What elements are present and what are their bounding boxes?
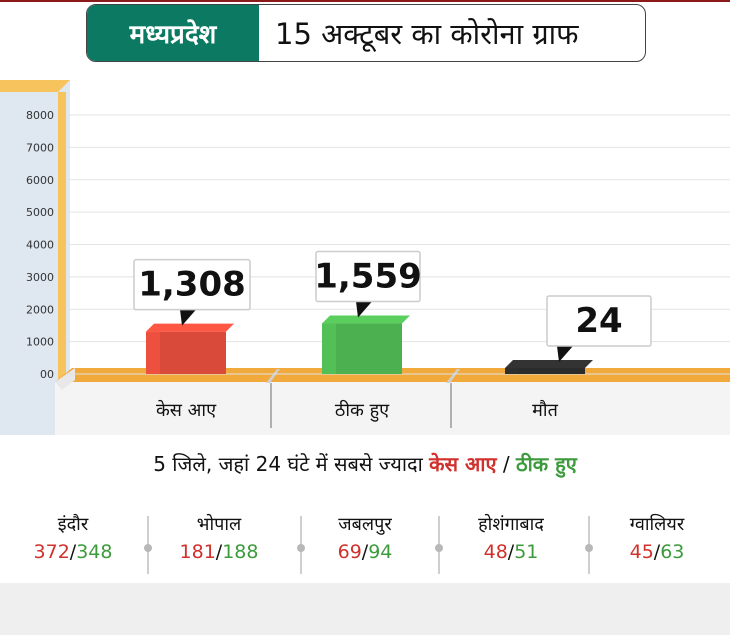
- district-name: भोपाल: [196, 514, 242, 535]
- subheading-prefix: 5 जिले, जहां 24 घंटे में सबसे ज्यादा: [153, 452, 430, 476]
- district-name: इंदौर: [57, 514, 89, 535]
- subheading-slash: /: [496, 452, 516, 476]
- district-separator: /: [215, 541, 223, 563]
- bar-chart: 00 1000 2000 3000 4000 5000 6000 7000 8000 1,308…: [0, 80, 730, 435]
- bar-highlight: [146, 331, 160, 374]
- y-tick-label: 6000: [26, 174, 54, 187]
- district-subheading: 5 जिले, जहां 24 घंटे में सबसे ज्यादा केस…: [0, 450, 730, 477]
- divider-dot: [297, 544, 305, 552]
- bar: [505, 368, 585, 374]
- bar-highlight: [322, 323, 336, 374]
- district-cases: 69: [337, 541, 362, 563]
- callout-tail: [180, 309, 196, 326]
- district-item: होशंगाबाद 48/51: [438, 512, 584, 566]
- y-tick-label: 5000: [26, 206, 54, 219]
- district-recovered: 63: [660, 541, 685, 563]
- district-divider: [297, 516, 305, 574]
- y-tick-label: 2000: [26, 303, 54, 316]
- top-accent-line: [0, 0, 730, 2]
- district-item: ग्वालियर 45/63: [584, 512, 730, 566]
- district-cases: 181: [179, 541, 216, 563]
- callout-tail: [356, 301, 372, 318]
- y-tick-label: 3000: [26, 271, 54, 284]
- chart-header: मध्यप्रदेश 15 अक्टूबर का कोरोना ग्राफ: [86, 4, 646, 62]
- y-tick-label: 7000: [26, 141, 54, 154]
- divider-dot: [435, 544, 443, 552]
- bar-top-face: [505, 360, 593, 368]
- district-separator: /: [361, 541, 369, 563]
- data-label-box: [133, 258, 251, 311]
- y-tick-label: 00: [40, 368, 54, 381]
- divider-bevel: [446, 369, 460, 383]
- district-separator: /: [69, 541, 77, 563]
- district-name: जबलपुर: [338, 514, 392, 535]
- callout-tail: [557, 346, 573, 362]
- district-name: ग्वालियर: [629, 514, 685, 535]
- state-tag: मध्यप्रदेश: [87, 5, 259, 61]
- district-cases: 48: [483, 541, 508, 563]
- data-label-box: [546, 295, 652, 347]
- district-divider: [435, 516, 443, 574]
- y-tick-label: 8000: [26, 109, 54, 122]
- subheading-cases: केस आए: [429, 452, 497, 476]
- y-tick-label: 1000: [26, 336, 54, 349]
- category-label: मौत: [532, 399, 558, 421]
- district-divider: [144, 516, 152, 574]
- category-band: [55, 382, 730, 435]
- district-item: इंदौर 372/348: [0, 512, 146, 566]
- district-name: होशंगाबाद: [478, 514, 544, 535]
- district-separator: /: [507, 541, 515, 563]
- district-separator: /: [653, 541, 661, 563]
- bar-top-face: [146, 323, 234, 332]
- divider-dot: [144, 544, 152, 552]
- bottom-band: [0, 583, 730, 635]
- district-divider: [585, 516, 593, 574]
- data-label: 24: [575, 301, 622, 341]
- district-cases: 45: [629, 541, 654, 563]
- divider-dot: [585, 544, 593, 552]
- district-cases: 372: [33, 541, 70, 563]
- district-recovered: 94: [368, 541, 393, 563]
- district-recovered: 188: [222, 541, 259, 563]
- district-item: जबलपुर 69/94: [292, 512, 438, 566]
- axis-bar: [58, 92, 66, 382]
- bar-highlight: [505, 368, 519, 374]
- district-recovered: 348: [76, 541, 113, 563]
- subheading-recovered: ठीक हुए: [515, 452, 577, 476]
- data-label: 1,559: [314, 257, 422, 297]
- data-label-box: [315, 250, 421, 303]
- chart-title: 15 अक्टूबर का कोरोना ग्राफ: [275, 16, 579, 51]
- district-item: भोपाल 181/188: [146, 512, 292, 566]
- category-label: केस आए: [156, 399, 217, 421]
- chart-backdrop: [0, 80, 730, 435]
- bar-top-face: [322, 315, 410, 324]
- y-tick-label: 4000: [26, 239, 54, 252]
- data-label: 1,308: [138, 265, 246, 305]
- district-list: इंदौर 372/348 भोपाल 181/188 जबलपुर 69/94…: [0, 512, 730, 574]
- category-label: ठीक हुए: [335, 399, 390, 422]
- district-recovered: 51: [514, 541, 539, 563]
- divider-bevel: [266, 369, 280, 383]
- top-frame: [0, 80, 70, 92]
